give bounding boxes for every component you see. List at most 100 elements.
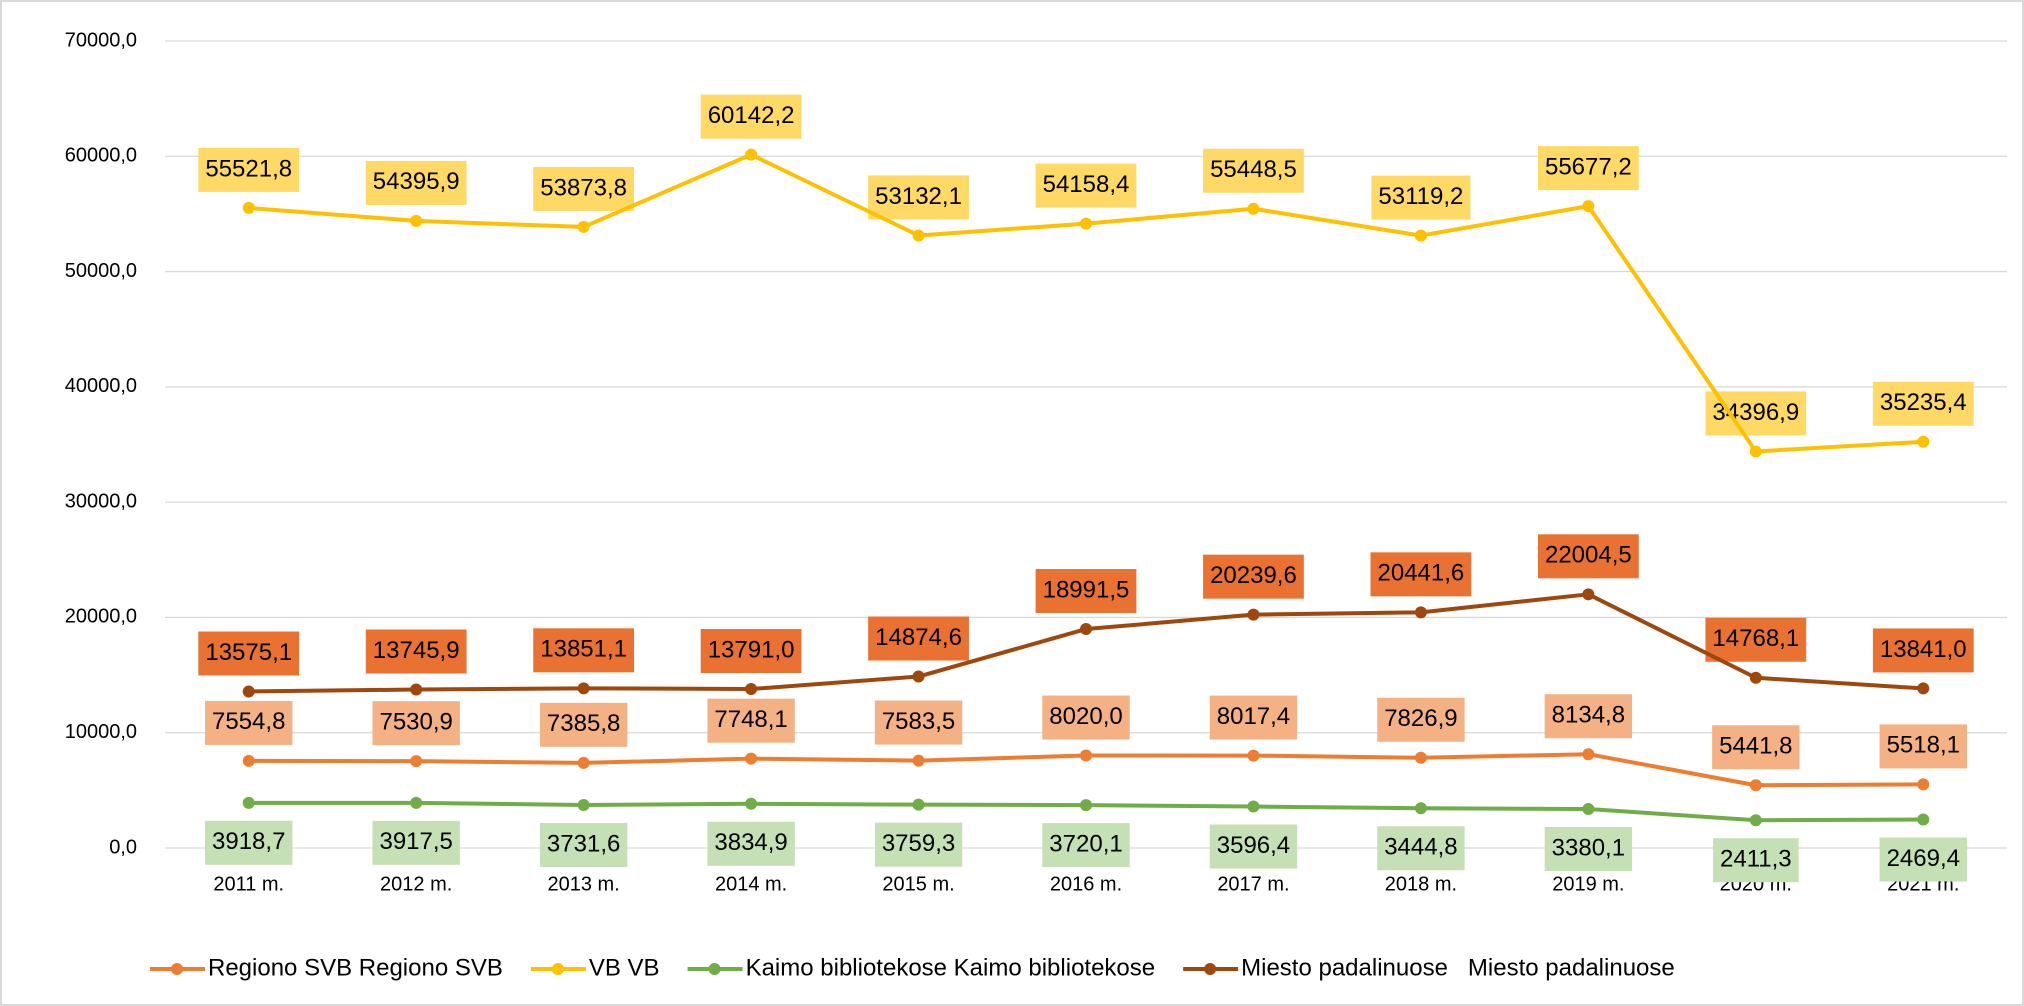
data-label-box [1371,175,1471,220]
data-label-text: 3834,9 [714,829,787,856]
data-label-box [1879,724,1967,769]
data-label: 55521,8 [198,147,300,192]
data-label-box [205,700,293,745]
data-label: 13791,0 [700,629,802,674]
y-tick-label: 70000,0 [65,29,137,51]
data-label-box [874,700,963,745]
data-label-text: 7748,1 [714,706,787,733]
data-label-box [1537,534,1639,579]
data-label-text: 7826,9 [1384,705,1457,732]
data-label: 22004,5 [1537,534,1639,579]
data-label: 13745,9 [365,629,467,674]
data-label-text: 8134,8 [1552,702,1625,729]
data-point [1247,800,1260,813]
data-point [1917,813,1930,826]
data-label: 3918,7 [205,820,293,865]
data-point [1247,202,1260,215]
data-label-text: 60142,2 [708,102,795,129]
data-label-text: 13575,1 [205,639,292,666]
data-point [1414,606,1427,619]
data-label-box [1203,554,1304,599]
data-label: 3834,9 [707,821,795,866]
data-label-box [205,820,293,865]
data-label-text: 3759,3 [882,830,955,857]
data-label-text: 55677,2 [1545,153,1632,180]
data-label-box [700,94,802,139]
data-label-text: 5441,8 [1719,733,1792,760]
data-label-text: 14874,6 [875,624,962,651]
y-tick-label: 40000,0 [65,375,137,397]
data-label-box [533,166,635,211]
data-point [912,754,925,767]
data-label-text: 20239,6 [1210,562,1297,589]
data-label-box [868,175,969,220]
x-tick-label: 2011 m. [213,873,284,895]
data-point [745,683,758,696]
data-label-box [1872,628,1974,673]
data-label-box [372,701,460,746]
data-label: 20239,6 [1203,554,1304,599]
data-label-box [707,698,795,743]
data-label-text: 20441,6 [1378,560,1465,587]
data-label-box [365,160,467,205]
data-point [1247,749,1260,762]
data-label-box [1035,163,1137,208]
data-label: 54395,9 [365,160,467,205]
data-point [912,670,925,683]
data-point [242,685,255,698]
legend-marker [171,963,183,975]
data-label: 53873,8 [533,166,635,211]
data-point [1749,814,1762,827]
data-label: 5518,1 [1879,724,1967,769]
data-label: 7554,8 [205,700,293,745]
data-label-text: 7385,8 [547,710,620,737]
data-label-text: 3731,6 [547,830,620,857]
data-point [1080,623,1092,636]
data-label-text: 55448,5 [1210,156,1297,183]
data-point [912,798,925,811]
data-label-text: 8017,4 [1217,703,1290,730]
data-label-box [539,702,628,747]
data-point [1749,671,1762,684]
data-label-box [1042,823,1130,868]
data-label-text: 2469,4 [1887,845,1960,872]
data-label-box [1872,381,1974,426]
x-tick-label: 2019 m. [1552,873,1624,895]
legend-label: Kaimo bibliotekose Kaimo bibliotekose [746,954,1156,981]
data-label: 13851,1 [533,628,635,673]
data-label-text: 2411,3 [1720,846,1792,873]
data-label: 3731,6 [539,822,628,867]
data-point [410,683,423,696]
data-label-box [1879,837,1967,882]
data-label-box [874,822,963,867]
data-label-text: 8020,0 [1049,703,1122,730]
data-point [1917,778,1930,791]
data-point [1080,799,1092,812]
data-label: 13841,0 [1872,628,1974,673]
data-label: 54158,4 [1035,163,1137,208]
data-label-box [365,629,467,674]
data-label-text: 7554,8 [212,708,285,735]
data-label: 7583,5 [874,700,963,745]
x-tick-label: 2012 m. [380,873,452,895]
data-label-box [1209,695,1298,740]
data-label-box [198,147,300,192]
y-tick-label: 0,0 [109,836,137,858]
data-label-text: 34396,9 [1712,399,1799,426]
data-point [1582,748,1595,761]
data-label-text: 7583,5 [882,708,955,735]
data-label-text: 3918,7 [212,828,285,855]
data-label-box [1370,552,1472,597]
data-label: 18991,5 [1035,569,1137,614]
data-label-box [1713,838,1799,883]
data-label-text: 53119,2 [1378,183,1463,210]
data-label-text: 3380,1 [1552,834,1625,861]
data-point [1582,803,1595,816]
legend-label: VB VB [589,954,660,981]
data-label-text: 53132,1 [875,183,962,210]
data-label-box [868,616,969,661]
data-point [577,682,590,695]
data-label: 13575,1 [198,631,300,676]
data-point [242,796,255,809]
